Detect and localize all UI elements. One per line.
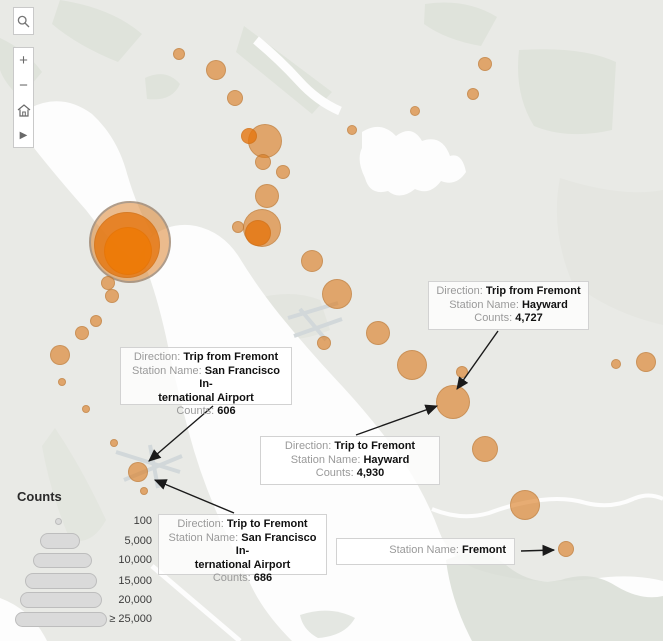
legend-label: 100 [133,515,152,527]
station-bubble-hayward[interactable] [436,385,470,419]
station-bubble[interactable] [110,439,118,447]
station-bubble[interactable] [101,276,115,290]
station-bubble[interactable] [456,366,468,378]
station-bubble[interactable] [90,315,102,327]
annotation-line: Counts: 686 [212,572,273,584]
station-bubble[interactable] [255,154,271,170]
map-search-control[interactable] [13,7,34,35]
legend-size-shape [32,552,92,568]
annotation-line: Station Name: Fremont [389,544,506,556]
station-bubble[interactable] [397,350,427,380]
size-legend: Counts 100 5,000 10,000 15,000 20,000 ≥ 25,00… [0,480,175,640]
legend-size-shape [54,517,62,525]
station-bubble[interactable] [140,487,148,495]
annotation-line: Counts: 4,930 [315,467,385,479]
station-bubble[interactable] [322,279,352,309]
legend-label: 10,000 [118,554,152,566]
station-bubble[interactable] [82,405,90,413]
station-bubble[interactable] [472,436,498,462]
zoom-out-button[interactable]: − [19,77,28,94]
annotation-line: Direction: Trip to Fremont [177,518,308,530]
annotation-line: Direction: Trip to Fremont [284,440,416,452]
annotation-sfo-to-fremont: Direction: Trip to Fremont Station Name: … [158,514,327,584]
legend-title: Counts [17,489,62,504]
annotation-line: Station Name: Hayward [449,298,568,311]
station-bubble[interactable] [317,336,331,350]
station-bubble[interactable] [366,321,390,345]
legend-label: 5,000 [124,535,152,547]
annotation-line: Station Name: San Francisco In- [168,531,317,558]
station-bubble[interactable] [206,60,226,80]
legend-label: ≥ 25,000 [109,613,152,625]
legend-label: 15,000 [118,575,152,587]
annotation-hayward-to-fremont: Direction: Trip to Fremont Station Name: … [260,436,440,485]
station-bubble[interactable] [410,106,420,116]
station-bubble[interactable] [510,490,540,520]
station-bubble[interactable] [104,227,152,275]
station-bubble[interactable] [50,345,70,365]
map-zoom-controls: + − ▶ [13,47,34,148]
wetland-areas [300,553,663,641]
home-button[interactable] [14,98,33,123]
station-bubble[interactable] [276,165,290,179]
station-bubble[interactable] [227,90,243,106]
station-bubble[interactable] [467,88,479,100]
station-bubble[interactable] [636,352,656,372]
legend-label: 20,000 [118,594,152,606]
station-bubble[interactable] [241,128,257,144]
station-bubble[interactable] [347,125,357,135]
station-bubble-san-francisco-international-airport[interactable] [128,462,148,482]
annotation-line: Direction: Trip from Fremont [133,351,279,363]
legend-size-shape [40,533,80,549]
annotation-line: ternational Airport [158,391,254,404]
station-bubble[interactable] [75,326,89,340]
annotation-sfo-from-fremont: Direction: Trip from Fremont Station Name… [120,347,292,417]
station-bubble-fremont[interactable] [558,541,574,557]
annotation-line: Counts: 4,727 [474,312,543,324]
annotation-line: ternational Airport [194,558,291,571]
search-icon[interactable] [14,8,33,34]
zoom-in-button[interactable]: + [19,52,28,69]
legend-size-shape [15,611,107,627]
home-icon [17,104,30,117]
annotation-line: Counts: 606 [176,405,236,417]
station-bubble[interactable] [478,57,492,71]
water-channels [150,36,663,641]
station-bubble[interactable] [255,184,279,208]
station-bubble[interactable] [245,220,271,246]
station-bubble[interactable] [611,359,621,369]
annotation-fremont-label: Station Name: Fremont [336,538,515,565]
station-bubble[interactable] [173,48,185,60]
expand-tools-button[interactable]: ▶ [19,130,28,141]
legend-size-shape [25,573,97,589]
annotation-hayward-from-fremont: Direction: Trip from Fremont Station Name… [428,281,589,330]
station-bubble[interactable] [105,289,119,303]
legend-size-shape [20,592,102,608]
annotation-line: Station Name: San Francisco In- [132,364,280,391]
annotation-line: Direction: Trip from Fremont [436,285,581,297]
station-bubble[interactable] [301,250,323,272]
station-bubble[interactable] [58,378,66,386]
annotation-line: Station Name: Hayward [290,453,410,466]
